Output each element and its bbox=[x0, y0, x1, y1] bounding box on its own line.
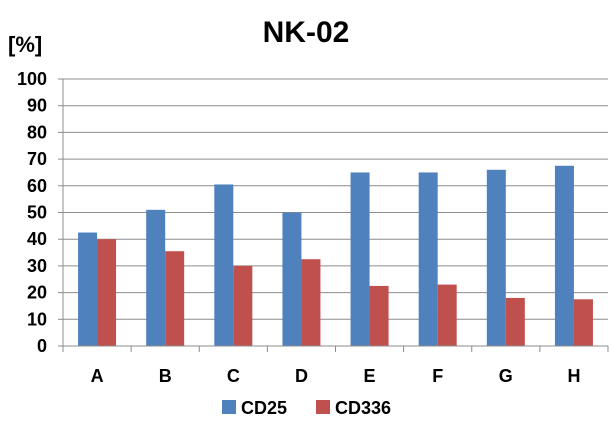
x-tick-label: B bbox=[159, 366, 172, 386]
y-tick-label: 60 bbox=[27, 176, 47, 196]
legend-label-cd336: CD336 bbox=[335, 398, 391, 418]
bar-cd336-f bbox=[437, 284, 457, 346]
y-tick-label: 20 bbox=[27, 283, 47, 303]
x-tick-label: C bbox=[227, 366, 240, 386]
y-tick-label: 10 bbox=[27, 309, 47, 329]
chart-title: NK-02 bbox=[263, 16, 350, 49]
bar-cd25-c bbox=[214, 184, 234, 346]
bar-cd25-f bbox=[418, 172, 438, 346]
y-tick-label: 40 bbox=[27, 229, 47, 249]
bar-cd336-g bbox=[505, 297, 525, 346]
bar-cd25-b bbox=[146, 209, 166, 346]
legend: CD25 CD336 bbox=[222, 398, 391, 418]
bar-cd336-d bbox=[301, 259, 321, 346]
bar-cd336-a bbox=[97, 239, 117, 346]
bar-cd25-h bbox=[554, 165, 574, 346]
bar-cd336-e bbox=[369, 285, 389, 346]
x-tick-label: A bbox=[91, 366, 104, 386]
y-tick-label: 80 bbox=[27, 122, 47, 142]
x-tick-label: D bbox=[295, 366, 308, 386]
bar-cd25-e bbox=[350, 172, 370, 346]
y-tick-label: 90 bbox=[27, 96, 47, 116]
y-tick-label: 100 bbox=[17, 69, 47, 89]
y-axis-ticks: 0 10 20 30 40 50 60 70 80 90 100 bbox=[17, 69, 63, 356]
x-tick-label: G bbox=[499, 366, 513, 386]
bar-cd336-c bbox=[233, 265, 253, 346]
bars bbox=[78, 165, 593, 346]
x-tick-label: F bbox=[432, 366, 443, 386]
y-tick-label: 30 bbox=[27, 256, 47, 276]
bar-cd336-h bbox=[573, 299, 593, 346]
x-tick-label: E bbox=[364, 366, 376, 386]
y-tick-label: 0 bbox=[37, 336, 47, 356]
bar-cd336-b bbox=[165, 251, 185, 346]
y-tick-label: 70 bbox=[27, 149, 47, 169]
x-tick-label: H bbox=[567, 366, 580, 386]
legend-label-cd25: CD25 bbox=[241, 398, 287, 418]
bar-cd25-a bbox=[78, 232, 98, 346]
legend-swatch-cd25 bbox=[222, 400, 236, 414]
x-axis-ticks: A B C D E F G H bbox=[62, 346, 609, 386]
axes bbox=[62, 79, 608, 347]
y-tick-label: 50 bbox=[27, 203, 47, 223]
y-axis-unit-label: [%] bbox=[8, 32, 42, 57]
legend-swatch-cd336 bbox=[316, 400, 330, 414]
bar-cd25-g bbox=[486, 169, 506, 346]
gridlines bbox=[63, 78, 608, 320]
bar-cd25-d bbox=[282, 212, 302, 346]
